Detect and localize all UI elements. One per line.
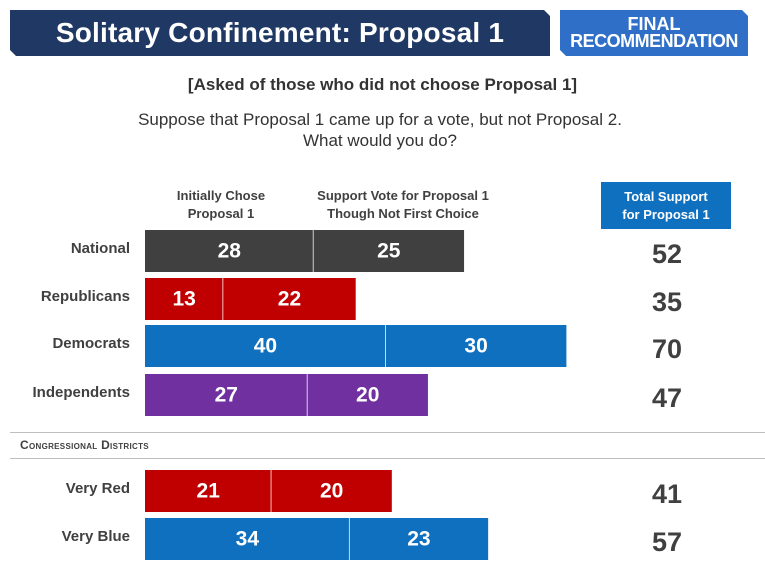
column-header-total-line-1: Total Support (624, 188, 708, 204)
bar-label-democrats-series-1: 40 (254, 335, 277, 358)
bar-very-blue-series-1 (145, 518, 350, 560)
bar-label-national-series-1: 28 (218, 240, 242, 263)
bar-republicans-series-2 (223, 278, 356, 320)
category-label-very-blue: Very Blue (62, 528, 130, 545)
final-recommendation-badge: FINAL RECOMMENDATION (560, 10, 748, 56)
column-header-initial-line-1: Initially Chose (176, 188, 266, 203)
column-header-total: Total Support for Proposal 1 (601, 182, 731, 229)
question-note: [Asked of those who did not choose Propo… (187, 75, 578, 94)
bar-very-red-series-1 (145, 470, 272, 512)
column-header-support-line-2: Though Not First Choice (327, 206, 479, 221)
section-divider-bottom (10, 458, 765, 459)
bar-republicans-series-1 (145, 278, 224, 320)
question-line-1: Suppose that Proposal 1 came up for a vo… (138, 110, 622, 129)
category-label-independents: Independents (32, 384, 130, 401)
total-value-very-blue: 57 (652, 527, 682, 557)
bar-democrats-series-1 (145, 325, 386, 367)
column-header-initial-line-2: Proposal 1 (187, 206, 255, 221)
total-value-democrats: 70 (652, 334, 682, 364)
bar-label-very-red-series-2: 20 (320, 480, 343, 503)
chart-title-text: Solitary Confinement: Proposal 1 (55, 17, 505, 48)
total-value-national: 52 (652, 239, 682, 269)
question-line-2: What would you do? (302, 131, 458, 150)
column-header-initial: Initially Chose Proposal 1 (148, 187, 294, 223)
bar-label-very-blue-series-2: 23 (407, 528, 430, 551)
category-label-democrats: Democrats (52, 335, 130, 352)
bar-label-very-blue-series-1: 34 (236, 528, 260, 551)
bar-label-national-series-2: 25 (377, 240, 401, 263)
bar-very-blue-series-2 (349, 518, 489, 560)
bar-label-democrats-series-2: 30 (464, 335, 487, 358)
bar-label-very-red-series-1: 21 (197, 480, 221, 503)
chart-title: Solitary Confinement: Proposal 1 (10, 10, 550, 56)
category-label-republicans: Republicans (41, 288, 130, 305)
bar-label-republicans-series-2: 22 (278, 288, 301, 311)
question-text: Suppose that Proposal 1 came up for a vo… (100, 109, 660, 151)
bar-very-red-series-2 (271, 470, 392, 512)
category-label-very-red: Very Red (66, 480, 130, 497)
bar-independents-series-2 (307, 374, 428, 416)
bar-label-independents-series-1: 27 (215, 384, 238, 407)
section-divider-top (10, 432, 765, 433)
bar-democrats-series-2 (385, 325, 567, 367)
badge-line-2: RECOMMENDATION (570, 31, 738, 51)
total-value-independents: 47 (652, 383, 682, 413)
bar-independents-series-1 (145, 374, 308, 416)
column-header-support: Support Vote for Proposal 1 Though Not F… (290, 187, 516, 223)
category-label-national: National (71, 240, 130, 257)
bar-national-series-1 (145, 230, 314, 272)
column-header-support-line-1: Support Vote for Proposal 1 (317, 188, 489, 203)
badge-line-1: FINAL (627, 14, 681, 34)
section-label: Congressional Districts (20, 438, 149, 452)
total-value-republicans: 35 (652, 287, 682, 317)
total-value-very-red: 41 (652, 479, 682, 509)
bar-label-republicans-series-1: 13 (172, 288, 195, 311)
bar-label-independents-series-2: 20 (356, 384, 379, 407)
column-header-total-line-2: for Proposal 1 (622, 206, 710, 222)
bar-national-series-2 (313, 230, 465, 272)
